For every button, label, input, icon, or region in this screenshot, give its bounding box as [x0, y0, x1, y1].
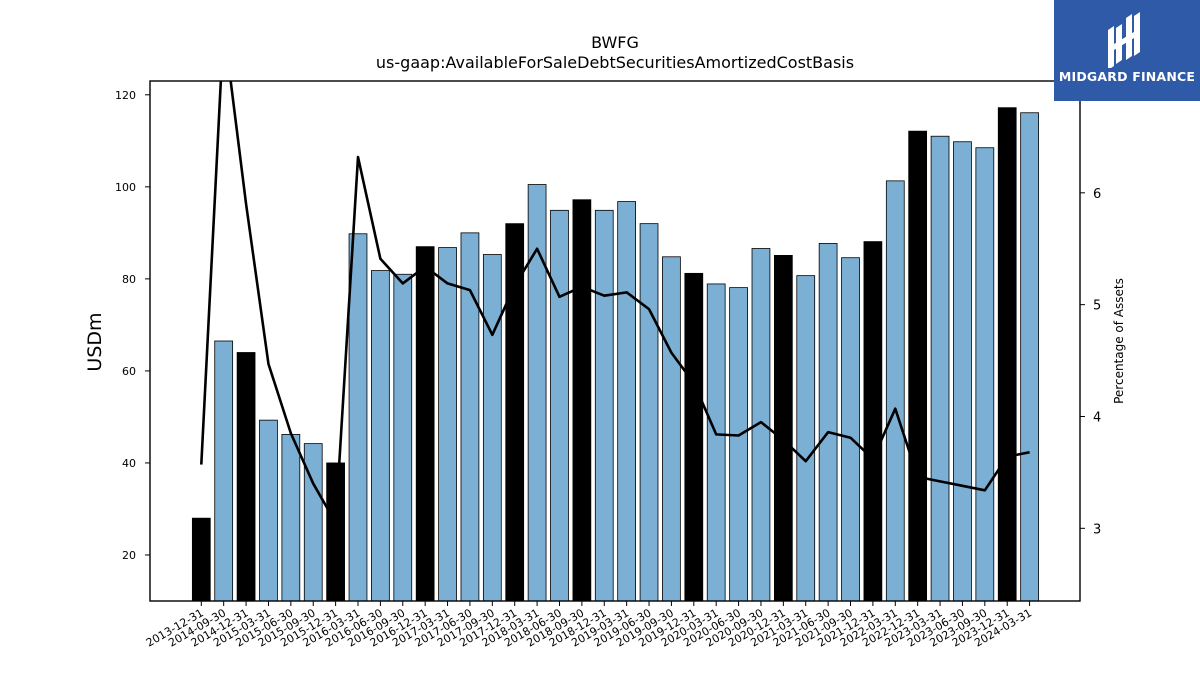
bar [438, 247, 457, 601]
bar [729, 287, 748, 601]
y-axis-label: USDm [84, 312, 106, 371]
bar [191, 517, 211, 601]
chart-subtitle: us-gaap:AvailableForSaleDebtSecuritiesAm… [376, 53, 854, 72]
bar [662, 256, 681, 601]
bar [796, 275, 816, 601]
bar [818, 243, 838, 601]
bar [885, 180, 905, 601]
bar [326, 462, 345, 601]
bar [953, 141, 972, 601]
bar [997, 107, 1017, 601]
bar [393, 273, 413, 601]
y-tick-label: 40 [122, 457, 136, 470]
bar [482, 254, 502, 601]
plot-frame [149, 80, 1081, 602]
bar [259, 419, 278, 601]
bar [841, 257, 860, 601]
y2-tick-label: 4 [1093, 410, 1101, 425]
y-tick-label: 100 [115, 181, 136, 194]
bar [617, 201, 637, 601]
percentage-line [200, 81, 1030, 525]
bar [214, 340, 234, 601]
midgard-finance-logo: MIDGARD FINANCE [1054, 0, 1200, 101]
bar [594, 209, 614, 601]
bar [1020, 112, 1039, 601]
y2-tick-label: 6 [1093, 187, 1101, 202]
chart-title: BWFG [591, 33, 639, 52]
bar [550, 209, 569, 601]
y-tick-label: 60 [122, 365, 136, 378]
bar [460, 232, 480, 601]
y-tick-label: 20 [122, 549, 136, 562]
bar [773, 255, 793, 601]
bar [348, 233, 368, 601]
data-layer [191, 81, 1039, 601]
bar [751, 248, 771, 601]
bar [281, 434, 301, 601]
bar [415, 246, 435, 601]
bar [572, 199, 592, 601]
bar [975, 147, 995, 601]
y2-tick-label: 5 [1093, 299, 1101, 314]
bar [930, 135, 950, 601]
bar [505, 223, 525, 601]
bar [527, 184, 547, 601]
bar [706, 283, 726, 601]
y-tick-label: 120 [115, 89, 136, 102]
logo-mark-icon [1108, 12, 1140, 68]
y-tick-label: 80 [122, 273, 136, 286]
bar [908, 130, 928, 601]
bar [371, 270, 390, 601]
y2-axis-label: Percentage of Assets [1112, 278, 1126, 404]
y2-tick-label: 3 [1093, 522, 1101, 537]
logo-text: MIDGARD FINANCE [1058, 69, 1196, 84]
bar [863, 241, 883, 601]
bar [303, 443, 323, 601]
plot-area: 2040608010012034562013-12-312014-09-3020… [115, 80, 1101, 650]
bar [236, 352, 256, 601]
bar [639, 223, 659, 601]
bar [684, 272, 704, 601]
